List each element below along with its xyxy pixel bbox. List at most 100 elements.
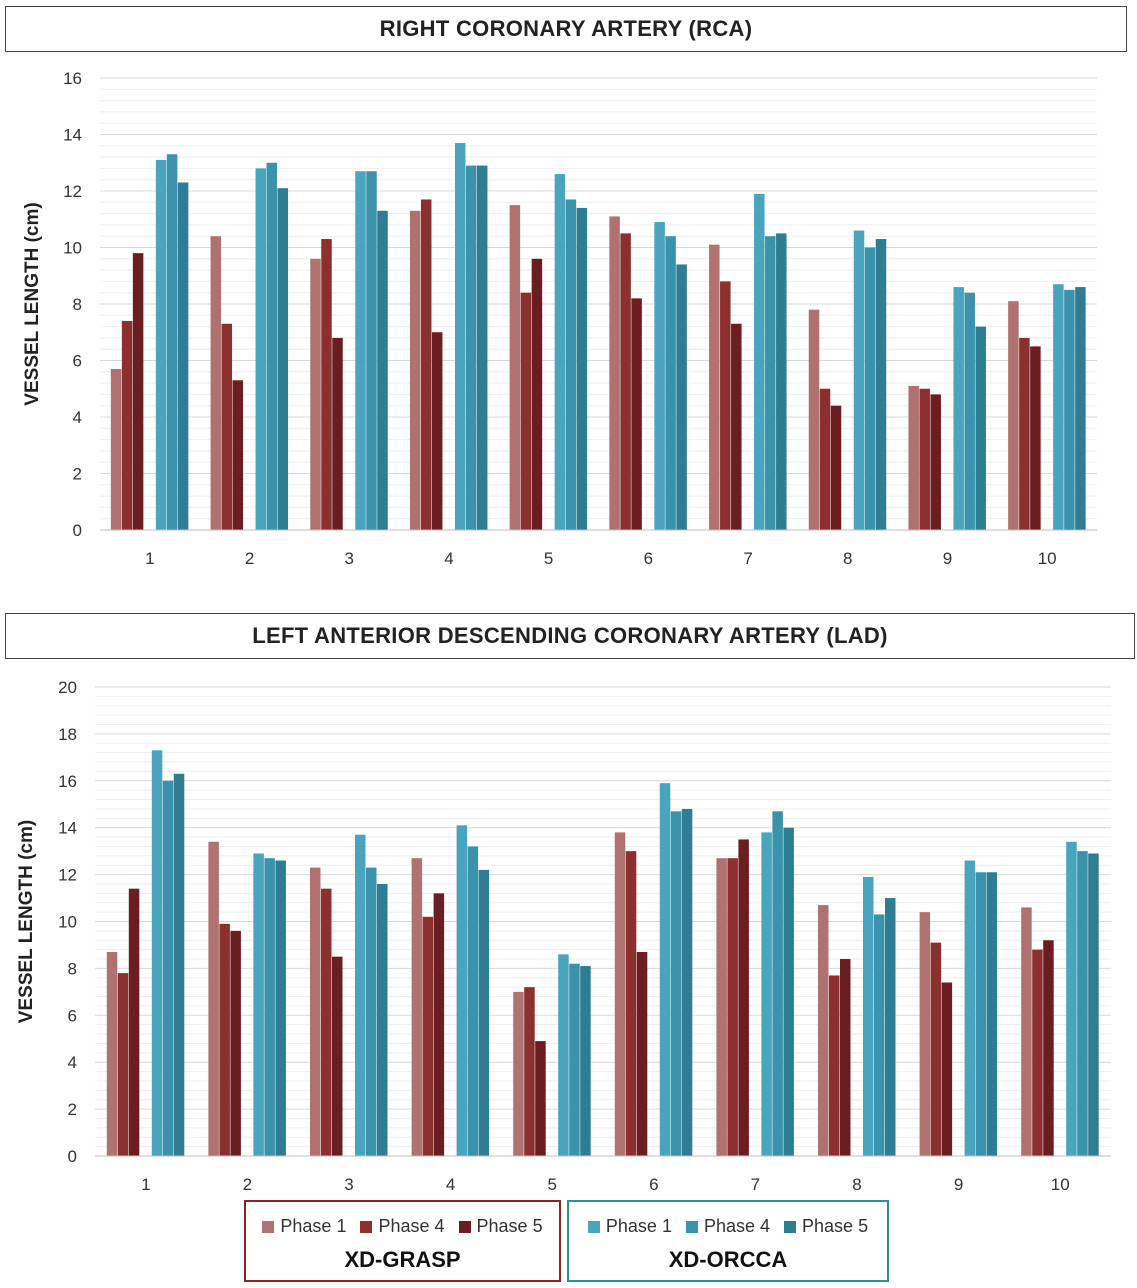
bar-xd-grasp-phase-4-1 <box>121 320 133 530</box>
bar-xd-orcca-phase-1-8 <box>863 876 874 1156</box>
x-tick-label: 10 <box>1038 549 1057 568</box>
y-tick-label: 20 <box>58 678 77 697</box>
bar-xd-grasp-phase-5-1 <box>128 888 140 1156</box>
bar-xd-orcca-phase-4-5 <box>565 199 577 530</box>
bar-xd-grasp-phase-4-7 <box>720 281 731 530</box>
y-tick-label: 18 <box>58 725 77 744</box>
bar-xd-orcca-phase-5-6 <box>676 264 687 530</box>
bar-xd-grasp-phase-4-6 <box>625 851 637 1156</box>
legend-label: Phase 5 <box>476 1216 543 1236</box>
bar-xd-grasp-phase-1-9 <box>908 385 919 530</box>
bar-xd-orcca-phase-4-7 <box>765 236 776 530</box>
bar-xd-grasp-phase-4-4 <box>422 916 434 1156</box>
x-tick-label: 8 <box>843 549 852 568</box>
y-tick-label: 14 <box>58 819 77 838</box>
legend-item: Phase 1 <box>262 1216 346 1237</box>
bar-xd-grasp-phase-5-9 <box>941 982 953 1156</box>
bar-xd-orcca-phase-5-2 <box>277 188 289 531</box>
bar-xd-orcca-phase-5-4 <box>478 869 490 1156</box>
bar-xd-orcca-phase-4-7 <box>772 811 783 1156</box>
y-tick-label: 6 <box>73 352 82 371</box>
legend-label: Phase 4 <box>378 1216 445 1236</box>
bar-xd-orcca-phase-4-6 <box>670 811 682 1156</box>
bar-xd-grasp-phase-4-6 <box>620 233 631 530</box>
bar-xd-grasp-phase-5-1 <box>132 253 144 530</box>
bar-xd-orcca-phase-4-6 <box>665 236 676 530</box>
legend-xd-orcca: Phase 1 Phase 4 Phase 5 XD-ORCCA <box>567 1200 889 1282</box>
bar-xd-grasp-phase-1-5 <box>513 991 524 1156</box>
bar-xd-grasp-phase-4-2 <box>219 923 230 1156</box>
legend-item: Phase 4 <box>685 1216 770 1237</box>
y-tick-label: 2 <box>68 1100 77 1119</box>
y-tick-label: 4 <box>73 408 82 427</box>
x-tick-label: 2 <box>243 1175 252 1194</box>
bar-xd-grasp-phase-5-5 <box>531 258 543 530</box>
bar-xd-grasp-phase-5-7 <box>738 839 749 1156</box>
y-tick-label: 2 <box>73 465 82 484</box>
legend-swatch <box>262 1220 275 1233</box>
legend-label: Phase 5 <box>802 1216 869 1236</box>
bar-xd-grasp-phase-1-10 <box>1008 301 1019 530</box>
legend-item: Phase 4 <box>360 1216 445 1237</box>
legend-swatch <box>360 1220 373 1233</box>
bar-xd-grasp-phase-4-9 <box>930 942 942 1156</box>
x-tick-label: 4 <box>444 549 453 568</box>
bar-xd-grasp-phase-5-10 <box>1030 346 1041 530</box>
legend-swatch <box>784 1220 797 1233</box>
bar-xd-grasp-phase-4-7 <box>727 858 738 1156</box>
bar-xd-grasp-phase-1-4 <box>411 858 423 1156</box>
bar-xd-orcca-phase-1-4 <box>454 142 466 530</box>
bar-xd-grasp-phase-1-3 <box>310 867 321 1156</box>
x-tick-label: 5 <box>544 549 553 568</box>
y-axis-label: VESSEL LENGTH (cm) <box>22 202 43 405</box>
bar-xd-orcca-phase-1-9 <box>953 287 964 530</box>
legend-item: Phase 5 <box>458 1216 543 1237</box>
bar-xd-orcca-phase-5-1 <box>173 773 185 1156</box>
bar-xd-orcca-phase-4-2 <box>266 162 278 530</box>
x-tick-label: 7 <box>751 1175 760 1194</box>
bar-xd-grasp-phase-1-7 <box>709 244 720 531</box>
bar-xd-orcca-phase-1-1 <box>151 750 163 1156</box>
bar-xd-orcca-phase-5-10 <box>1088 853 1099 1156</box>
legend-swatch <box>685 1220 698 1233</box>
x-tick-label: 5 <box>547 1175 556 1194</box>
bar-xd-grasp-phase-1-1 <box>110 368 122 530</box>
bar-xd-orcca-phase-4-1 <box>166 154 178 530</box>
bar-xd-orcca-phase-5-10 <box>1075 287 1086 530</box>
bar-xd-grasp-phase-4-4 <box>420 199 432 530</box>
bar-xd-grasp-phase-5-5 <box>535 1041 546 1156</box>
y-tick-label: 0 <box>73 521 82 540</box>
bar-xd-orcca-phase-5-8 <box>875 239 887 530</box>
bar-xd-orcca-phase-5-8 <box>885 898 896 1156</box>
x-tick-label: 3 <box>344 1175 353 1194</box>
bar-xd-grasp-phase-5-8 <box>840 959 851 1156</box>
x-tick-label: 7 <box>743 549 752 568</box>
bar-xd-grasp-phase-4-8 <box>819 388 831 530</box>
x-tick-label: 9 <box>943 549 952 568</box>
bar-xd-orcca-phase-1-10 <box>1066 841 1077 1156</box>
legend-swatch <box>587 1220 600 1233</box>
bar-xd-grasp-phase-4-5 <box>520 292 532 530</box>
legend-swatch <box>458 1220 471 1233</box>
y-tick-label: 12 <box>58 866 77 885</box>
legend-item: Phase 5 <box>784 1216 868 1237</box>
bar-xd-orcca-phase-1-1 <box>155 159 167 531</box>
y-tick-label: 10 <box>63 239 82 258</box>
bar-xd-grasp-phase-5-4 <box>431 332 443 530</box>
bar-xd-grasp-phase-1-8 <box>818 905 829 1156</box>
bar-xd-orcca-phase-1-7 <box>761 832 772 1156</box>
x-tick-label: 1 <box>141 1175 150 1194</box>
bar-xd-grasp-phase-4-9 <box>919 388 930 530</box>
y-tick-label: 12 <box>63 182 82 201</box>
y-tick-label: 10 <box>58 913 77 932</box>
bar-xd-orcca-phase-4-8 <box>864 247 876 530</box>
bar-xd-orcca-phase-4-2 <box>264 858 275 1156</box>
x-tick-label: 6 <box>644 549 653 568</box>
bar-xd-orcca-phase-4-5 <box>569 963 580 1156</box>
bar-xd-grasp-phase-5-2 <box>230 930 241 1156</box>
bar-xd-orcca-phase-4-1 <box>162 780 174 1156</box>
bar-xd-grasp-phase-5-6 <box>631 298 642 530</box>
bar-xd-orcca-phase-4-3 <box>366 867 377 1156</box>
bar-xd-orcca-phase-1-2 <box>253 853 264 1156</box>
